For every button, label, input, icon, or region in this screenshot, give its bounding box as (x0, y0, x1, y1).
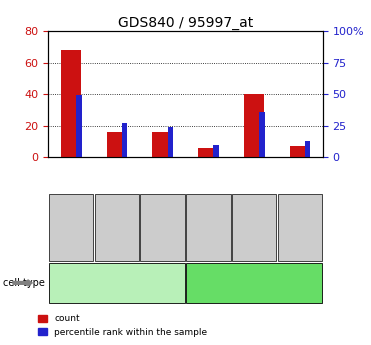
Bar (213, 145, 219, 157)
Bar (244, 94, 265, 157)
Bar (106, 132, 127, 157)
Bar (290, 146, 310, 157)
Bar (76, 95, 82, 157)
Text: bulge keratinocyte: bulge keratinocyte (209, 278, 300, 288)
Bar (198, 148, 219, 157)
Text: cell type: cell type (3, 278, 45, 288)
Bar (305, 141, 311, 157)
Bar (122, 123, 127, 157)
Legend: count, percentile rank within the sample: count, percentile rank within the sample (34, 311, 211, 341)
Text: GSM17444: GSM17444 (204, 203, 213, 252)
Title: GDS840 / 95997_at: GDS840 / 95997_at (118, 16, 253, 30)
Text: non-bulge keratinocyte: non-bulge keratinocyte (60, 278, 174, 288)
Bar (61, 50, 81, 157)
Text: GSM17447: GSM17447 (295, 203, 304, 252)
Text: GSM17448: GSM17448 (112, 203, 121, 252)
Text: GSM17446: GSM17446 (250, 203, 259, 252)
Bar (152, 132, 173, 157)
Bar (168, 127, 173, 157)
Text: GSM17449: GSM17449 (158, 203, 167, 252)
Bar (259, 112, 265, 157)
Text: GSM17445: GSM17445 (67, 203, 76, 252)
